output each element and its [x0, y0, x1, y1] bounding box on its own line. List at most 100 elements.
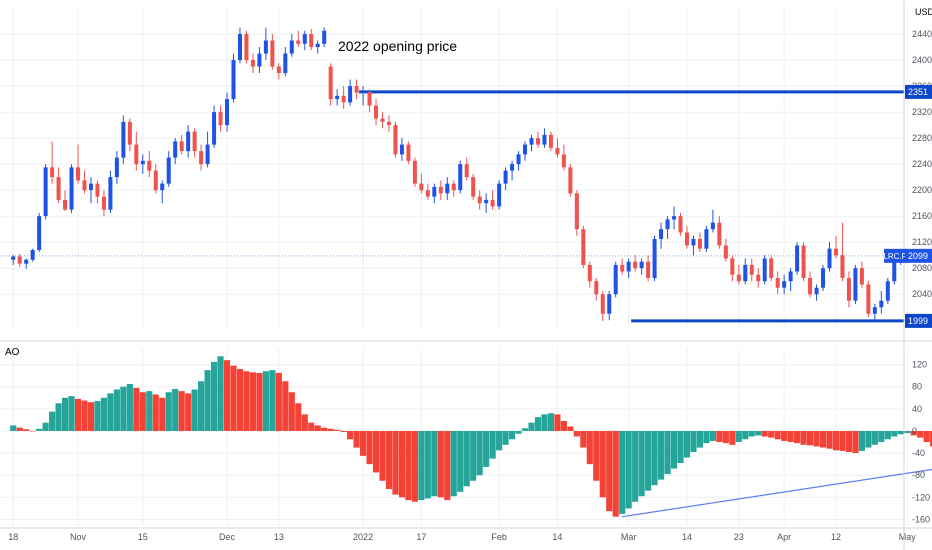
- ao-bar: [334, 429, 341, 431]
- candle-body: [289, 40, 294, 54]
- ao-bar: [632, 430, 639, 502]
- candle-body: [846, 277, 851, 301]
- ao-bar: [547, 413, 555, 431]
- ao-bar: [308, 422, 315, 431]
- ao-bar: [120, 386, 127, 431]
- ao-bar: [68, 396, 75, 431]
- candle-body: [678, 216, 683, 233]
- y-tick-label: 2240: [912, 159, 932, 169]
- ao-bar: [301, 414, 308, 431]
- ao-bar: [269, 370, 276, 431]
- ao-bar: [722, 430, 729, 444]
- candle-body: [82, 180, 87, 191]
- ao-bar: [288, 392, 295, 431]
- candle-body: [594, 281, 599, 295]
- ao-bar: [496, 430, 503, 451]
- ao-bar: [521, 428, 529, 431]
- candle-body: [749, 264, 754, 275]
- candle-body: [50, 167, 55, 178]
- candle-body: [192, 131, 197, 152]
- candle-body: [471, 177, 476, 197]
- ao-bar: [852, 430, 859, 454]
- candle-body: [348, 86, 353, 103]
- ao-bar: [806, 430, 814, 446]
- candle-body: [723, 245, 728, 259]
- ao-bar: [703, 430, 710, 444]
- ao-bar: [586, 430, 593, 465]
- candle-body: [892, 258, 897, 282]
- ao-bar: [502, 430, 509, 445]
- candle-body: [419, 183, 424, 191]
- candle-body: [730, 258, 735, 275]
- candle-body: [795, 245, 800, 272]
- candle-body: [121, 121, 126, 158]
- ao-bar: [159, 397, 166, 431]
- candle-body: [555, 147, 560, 155]
- candle-body: [743, 264, 748, 282]
- candle-body: [56, 177, 61, 200]
- ao-bar: [664, 430, 671, 475]
- candle-body: [659, 229, 664, 239]
- ao-bar: [638, 430, 645, 497]
- x-tick-label: 18: [8, 532, 18, 542]
- ao-bar: [223, 360, 231, 431]
- candle-body: [607, 294, 612, 314]
- candle-body: [244, 34, 249, 61]
- ao-bar: [74, 398, 82, 431]
- ao-bar: [923, 430, 930, 443]
- ao-bar: [878, 430, 885, 443]
- ao-bar: [768, 430, 775, 438]
- candle-body: [218, 112, 223, 126]
- candle-body: [827, 248, 832, 269]
- ao-bar: [690, 430, 697, 452]
- candle-body: [652, 238, 657, 278]
- candle-body: [250, 60, 255, 67]
- ao-bar: [554, 414, 561, 431]
- y-tick-label: 2040: [912, 289, 932, 299]
- candle-body: [296, 40, 301, 44]
- ao-bar: [191, 389, 198, 431]
- price-level-label: 2351: [908, 87, 928, 97]
- ao-bar: [904, 430, 911, 434]
- ao-bar: [871, 430, 878, 445]
- ao-bar: [249, 372, 257, 431]
- ao-bar: [450, 430, 457, 497]
- candle-body: [464, 164, 469, 178]
- ao-bar: [657, 430, 665, 480]
- ao-bar: [314, 425, 321, 431]
- candle-body: [134, 144, 139, 165]
- candle-body: [309, 34, 314, 48]
- x-tick-label: 23: [734, 532, 744, 542]
- ao-bar: [178, 391, 185, 431]
- ao-bar: [165, 392, 172, 431]
- current-price-tag: [905, 248, 932, 263]
- candle-body: [173, 141, 178, 158]
- ao-y-tick-label: -120: [912, 492, 930, 502]
- ao-bar: [781, 430, 788, 441]
- ao-bar: [113, 389, 120, 431]
- ao-bar: [489, 430, 496, 459]
- candle-body: [11, 256, 16, 260]
- ao-bar: [794, 430, 801, 444]
- candle-body: [95, 183, 100, 197]
- candle-body: [412, 160, 417, 184]
- ao-bar: [217, 356, 224, 431]
- ao-histogram: [10, 356, 932, 518]
- candle-body: [639, 261, 644, 269]
- ao-bar: [36, 428, 43, 431]
- candle-body: [380, 118, 385, 122]
- ao-bar: [366, 430, 373, 465]
- candle-body: [127, 121, 132, 145]
- ao-y-tick-label: -80: [912, 470, 925, 480]
- ao-bar: [55, 403, 62, 431]
- ao-bar: [651, 430, 658, 486]
- candle-body: [315, 43, 320, 48]
- candle-body: [283, 53, 288, 74]
- candle-body: [153, 170, 158, 191]
- ao-bar: [560, 421, 567, 431]
- candle-body: [814, 287, 819, 295]
- candle-body: [374, 105, 379, 119]
- y-tick-label: 2120: [912, 237, 932, 247]
- candle-body: [665, 219, 670, 230]
